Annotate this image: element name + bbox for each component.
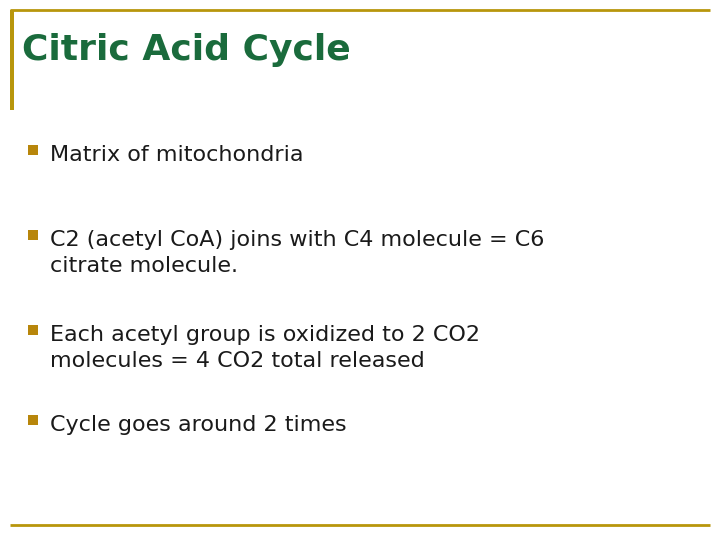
- Text: Each acetyl group is oxidized to 2 CO2
molecules = 4 CO2 total released: Each acetyl group is oxidized to 2 CO2 m…: [50, 325, 480, 370]
- Text: Cycle goes around 2 times: Cycle goes around 2 times: [50, 415, 346, 435]
- Bar: [28, 325, 38, 335]
- Text: Matrix of mitochondria: Matrix of mitochondria: [50, 145, 304, 165]
- Bar: [28, 145, 38, 155]
- Text: Citric Acid Cycle: Citric Acid Cycle: [22, 33, 351, 67]
- Bar: [28, 230, 38, 240]
- Text: C2 (acetyl CoA) joins with C4 molecule = C6
citrate molecule.: C2 (acetyl CoA) joins with C4 molecule =…: [50, 230, 544, 275]
- Bar: [28, 415, 38, 425]
- Bar: [10, 10, 14, 110]
